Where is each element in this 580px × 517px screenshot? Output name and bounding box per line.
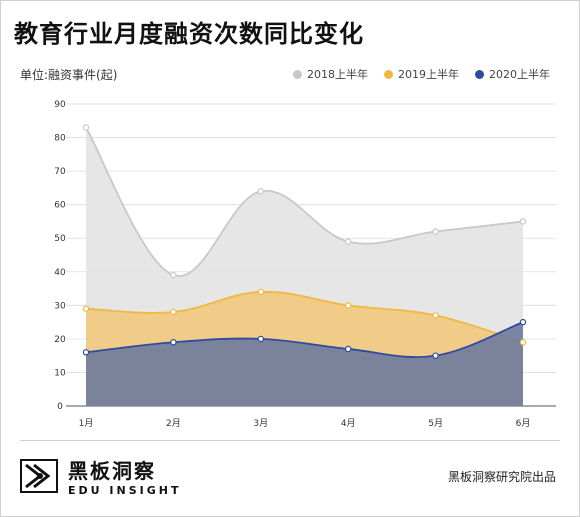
legend-dot-2020 (475, 69, 484, 79)
unit-label: 单位:融资事件(起) (20, 68, 118, 82)
data-point (170, 271, 177, 279)
credit-text: 黑板洞察研究院出品 (447, 470, 556, 484)
legend-label-2020: 2020上半年 (489, 68, 550, 81)
data-point (432, 352, 439, 359)
y-tick-label: 60 (54, 201, 66, 211)
x-tick-label: 3月 (253, 418, 268, 429)
data-point (432, 228, 439, 235)
data-point (257, 188, 264, 195)
y-tick-label: 90 (54, 100, 66, 110)
brand-logo: 黑板洞察 EDU INSIGHT (20, 455, 181, 497)
area-chart: 0 10 20 30 40 50 60 70 80 90 1月 2月 3月 4月 5月 6月 (54, 100, 556, 429)
series-line-2 (85, 321, 524, 359)
legend: 2018上半年 2019上半年 2020上半年 (293, 66, 550, 82)
data-point (519, 218, 527, 225)
logo-text-en: EDU INSIGHT (68, 484, 182, 497)
logo-mark-icon (20, 459, 58, 493)
data-point (345, 302, 352, 309)
x-tick-label: 1月 (79, 418, 94, 429)
data-point (257, 335, 264, 343)
series-line-1 (85, 290, 524, 344)
y-tick-label: 30 (54, 301, 66, 311)
legend-label-2019: 2019上半年 (398, 68, 459, 81)
y-tick-label: 10 (54, 368, 66, 378)
data-point (170, 308, 177, 316)
legend-dot-2019 (384, 69, 393, 79)
chart-title: 教育行业月度融资次数同比变化 (14, 20, 364, 48)
data-point (519, 318, 527, 326)
series-area-2 (86, 322, 523, 406)
footer-divider (20, 440, 560, 441)
data-point (82, 349, 90, 356)
legend-dot-2018 (293, 69, 302, 79)
data-point (82, 305, 90, 312)
data-point (345, 238, 352, 245)
y-tick-label: 20 (54, 335, 66, 345)
data-point (432, 312, 439, 319)
y-tick-label: 0 (57, 402, 63, 412)
data-point (82, 124, 90, 131)
y-tick-label: 70 (54, 167, 66, 177)
data-point (519, 339, 527, 346)
data-point (170, 339, 177, 346)
legend-item-2019: 2019上半年 (384, 66, 459, 82)
data-point (345, 345, 352, 353)
data-point (257, 288, 264, 296)
y-tick-label: 40 (54, 268, 66, 278)
y-tick-label: 80 (54, 134, 66, 144)
x-tick-label: 5月 (428, 418, 443, 429)
x-tick-label: 4月 (341, 418, 356, 429)
legend-item-2018: 2018上半年 (293, 66, 368, 82)
y-tick-label: 50 (54, 234, 66, 244)
legend-item-2020: 2020上半年 (475, 66, 550, 82)
legend-label-2018: 2018上半年 (307, 68, 368, 81)
logo-text-cn: 黑板洞察 (68, 459, 156, 483)
x-tick-label: 2月 (166, 418, 181, 429)
x-tick-label: 6月 (516, 418, 531, 429)
